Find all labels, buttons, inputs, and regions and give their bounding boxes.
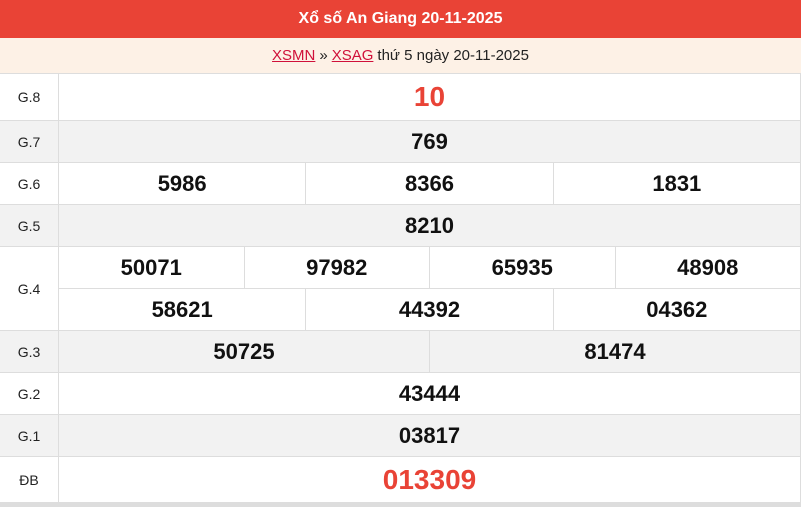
results-table: G.8 10 G.7 769 G.6 5986 8366 1831 G.5 8210 G.4 5007… xyxy=(0,74,801,507)
prize-number: 81474 xyxy=(429,331,800,372)
prize-label: G.3 xyxy=(0,331,59,372)
prize-row: G.2 43444 xyxy=(0,373,800,415)
prize-number: 8210 xyxy=(405,212,454,238)
prize-number: 44392 xyxy=(305,289,552,330)
results-title: Xổ số An Giang 20-11-2025 xyxy=(0,0,801,38)
prize-row: G.8 10 xyxy=(0,74,800,121)
prize-label: G.5 xyxy=(0,205,59,246)
prize-number: 50071 xyxy=(120,254,182,280)
prize-number: 10 xyxy=(413,81,446,112)
prize-number: 97982 xyxy=(243,247,430,288)
prize-label: G.2 xyxy=(0,373,59,414)
prize-number: 48908 xyxy=(614,247,801,288)
prize-row: ĐB 013309 xyxy=(0,457,800,503)
prize-label: ĐB xyxy=(0,457,59,502)
prize-row: G.1 03817 xyxy=(0,415,800,457)
breadcrumb-date: thứ 5 ngày 20-11-2025 xyxy=(377,47,529,64)
prize-line: 43444 xyxy=(59,373,800,414)
prize-number: 5986 xyxy=(157,170,207,196)
prize-number: 03817 xyxy=(398,422,461,448)
prize-number: 8366 xyxy=(305,163,552,204)
prize-number: 1831 xyxy=(552,163,800,204)
prize-line: 769 xyxy=(59,121,800,162)
prize-number: 769 xyxy=(411,128,448,154)
prize-line: 58621 44392 04362 xyxy=(59,288,800,330)
prize-number: 013309 xyxy=(382,463,477,495)
prize-line: 50071 97982 65935 48908 xyxy=(59,247,800,288)
prize-number: 65935 xyxy=(429,247,615,288)
prize-line: 03817 xyxy=(59,415,800,456)
prize-row: G.5 8210 xyxy=(0,205,800,247)
prize-label: G.6 xyxy=(0,163,59,204)
prize-line: 5986 8366 1831 xyxy=(59,163,800,204)
xsag-link[interactable]: XSAG xyxy=(331,47,374,64)
prize-line: 10 xyxy=(59,74,800,120)
prize-line: 8210 xyxy=(59,205,800,246)
prize-number: 58621 xyxy=(151,296,213,322)
prize-row: G.4 50071 97982 65935 48908 58621 44392 04362 xyxy=(0,247,800,331)
prize-label: G.7 xyxy=(0,121,59,162)
prize-row: G.7 769 xyxy=(0,121,800,163)
prize-label: G.8 xyxy=(0,74,59,120)
prize-label: G.4 xyxy=(0,247,59,330)
prize-number: 04362 xyxy=(552,289,800,330)
prize-row: G.3 50725 81474 xyxy=(0,331,800,373)
breadcrumb: XSMN » XSAG thứ 5 ngày 20-11-2025 xyxy=(0,38,801,74)
prize-row: G.6 5986 8366 1831 xyxy=(0,163,800,205)
breadcrumb-separator: » xyxy=(319,47,328,64)
prize-line: 50725 81474 xyxy=(59,331,800,372)
prize-number: 43444 xyxy=(398,380,461,406)
xsmn-link[interactable]: XSMN xyxy=(272,47,316,64)
prize-label: G.1 xyxy=(0,415,59,456)
prize-number: 50725 xyxy=(213,338,275,364)
prize-line: 013309 xyxy=(59,457,800,502)
